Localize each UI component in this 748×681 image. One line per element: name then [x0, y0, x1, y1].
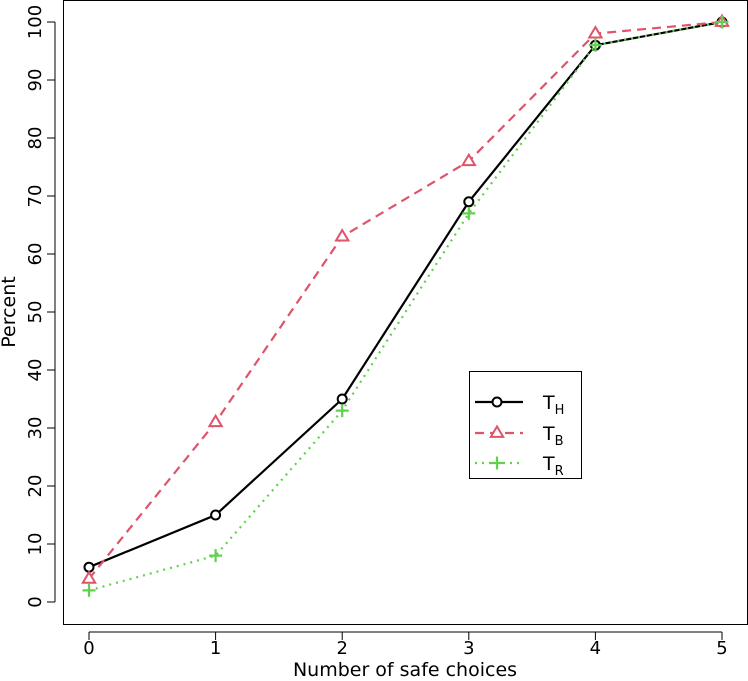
data-point-tr — [462, 206, 476, 220]
data-point-tr — [82, 583, 96, 597]
data-point-th — [463, 196, 475, 208]
y-tick-label: 20 — [25, 475, 46, 498]
series-line-tr — [88, 20, 723, 592]
x-tick-label: 1 — [210, 638, 221, 659]
y-tick-label: 50 — [25, 301, 46, 324]
x-tick-label: 2 — [336, 638, 347, 659]
legend-marker-tr — [490, 456, 504, 470]
data-point-tb — [81, 570, 97, 584]
x-tick-label: 3 — [463, 638, 474, 659]
y-tick-label: 70 — [25, 185, 46, 208]
x-axis-title: Number of safe choices — [293, 659, 517, 681]
y-tick-label: 60 — [25, 243, 46, 266]
y-tick-label: 0 — [25, 596, 46, 607]
series-tr — [82, 15, 729, 597]
series-th — [83, 16, 728, 573]
series-layer — [81, 13, 730, 597]
series-line-tb — [88, 20, 723, 580]
x-tick-label: 4 — [590, 638, 601, 659]
legend-box — [469, 371, 582, 479]
legend-marker-th — [491, 396, 503, 408]
y-tick-label: 80 — [25, 127, 46, 150]
y-tick-label: 100 — [25, 5, 46, 39]
data-point-tr — [209, 549, 223, 563]
data-point-tb — [587, 25, 604, 39]
data-point-tr — [588, 38, 602, 52]
y-tick-label: 90 — [25, 69, 46, 92]
y-tick-label: 30 — [25, 417, 46, 440]
data-point-tr — [335, 404, 349, 418]
plot-box — [63, 0, 748, 625]
data-point-th — [210, 509, 222, 521]
data-point-tb — [460, 152, 477, 167]
x-tick-label: 0 — [83, 638, 94, 659]
x-tick-label: 5 — [716, 638, 727, 659]
y-tick-label: 40 — [25, 359, 46, 382]
y-axis-title: Percent — [0, 276, 20, 348]
series-line-th — [88, 20, 723, 569]
legend-marker-tb — [489, 424, 505, 438]
data-point-th — [336, 393, 348, 405]
y-tick-label: 10 — [25, 533, 46, 556]
data-point-tb — [207, 413, 224, 428]
data-point-tr — [715, 15, 729, 29]
data-point-tb — [334, 228, 351, 242]
